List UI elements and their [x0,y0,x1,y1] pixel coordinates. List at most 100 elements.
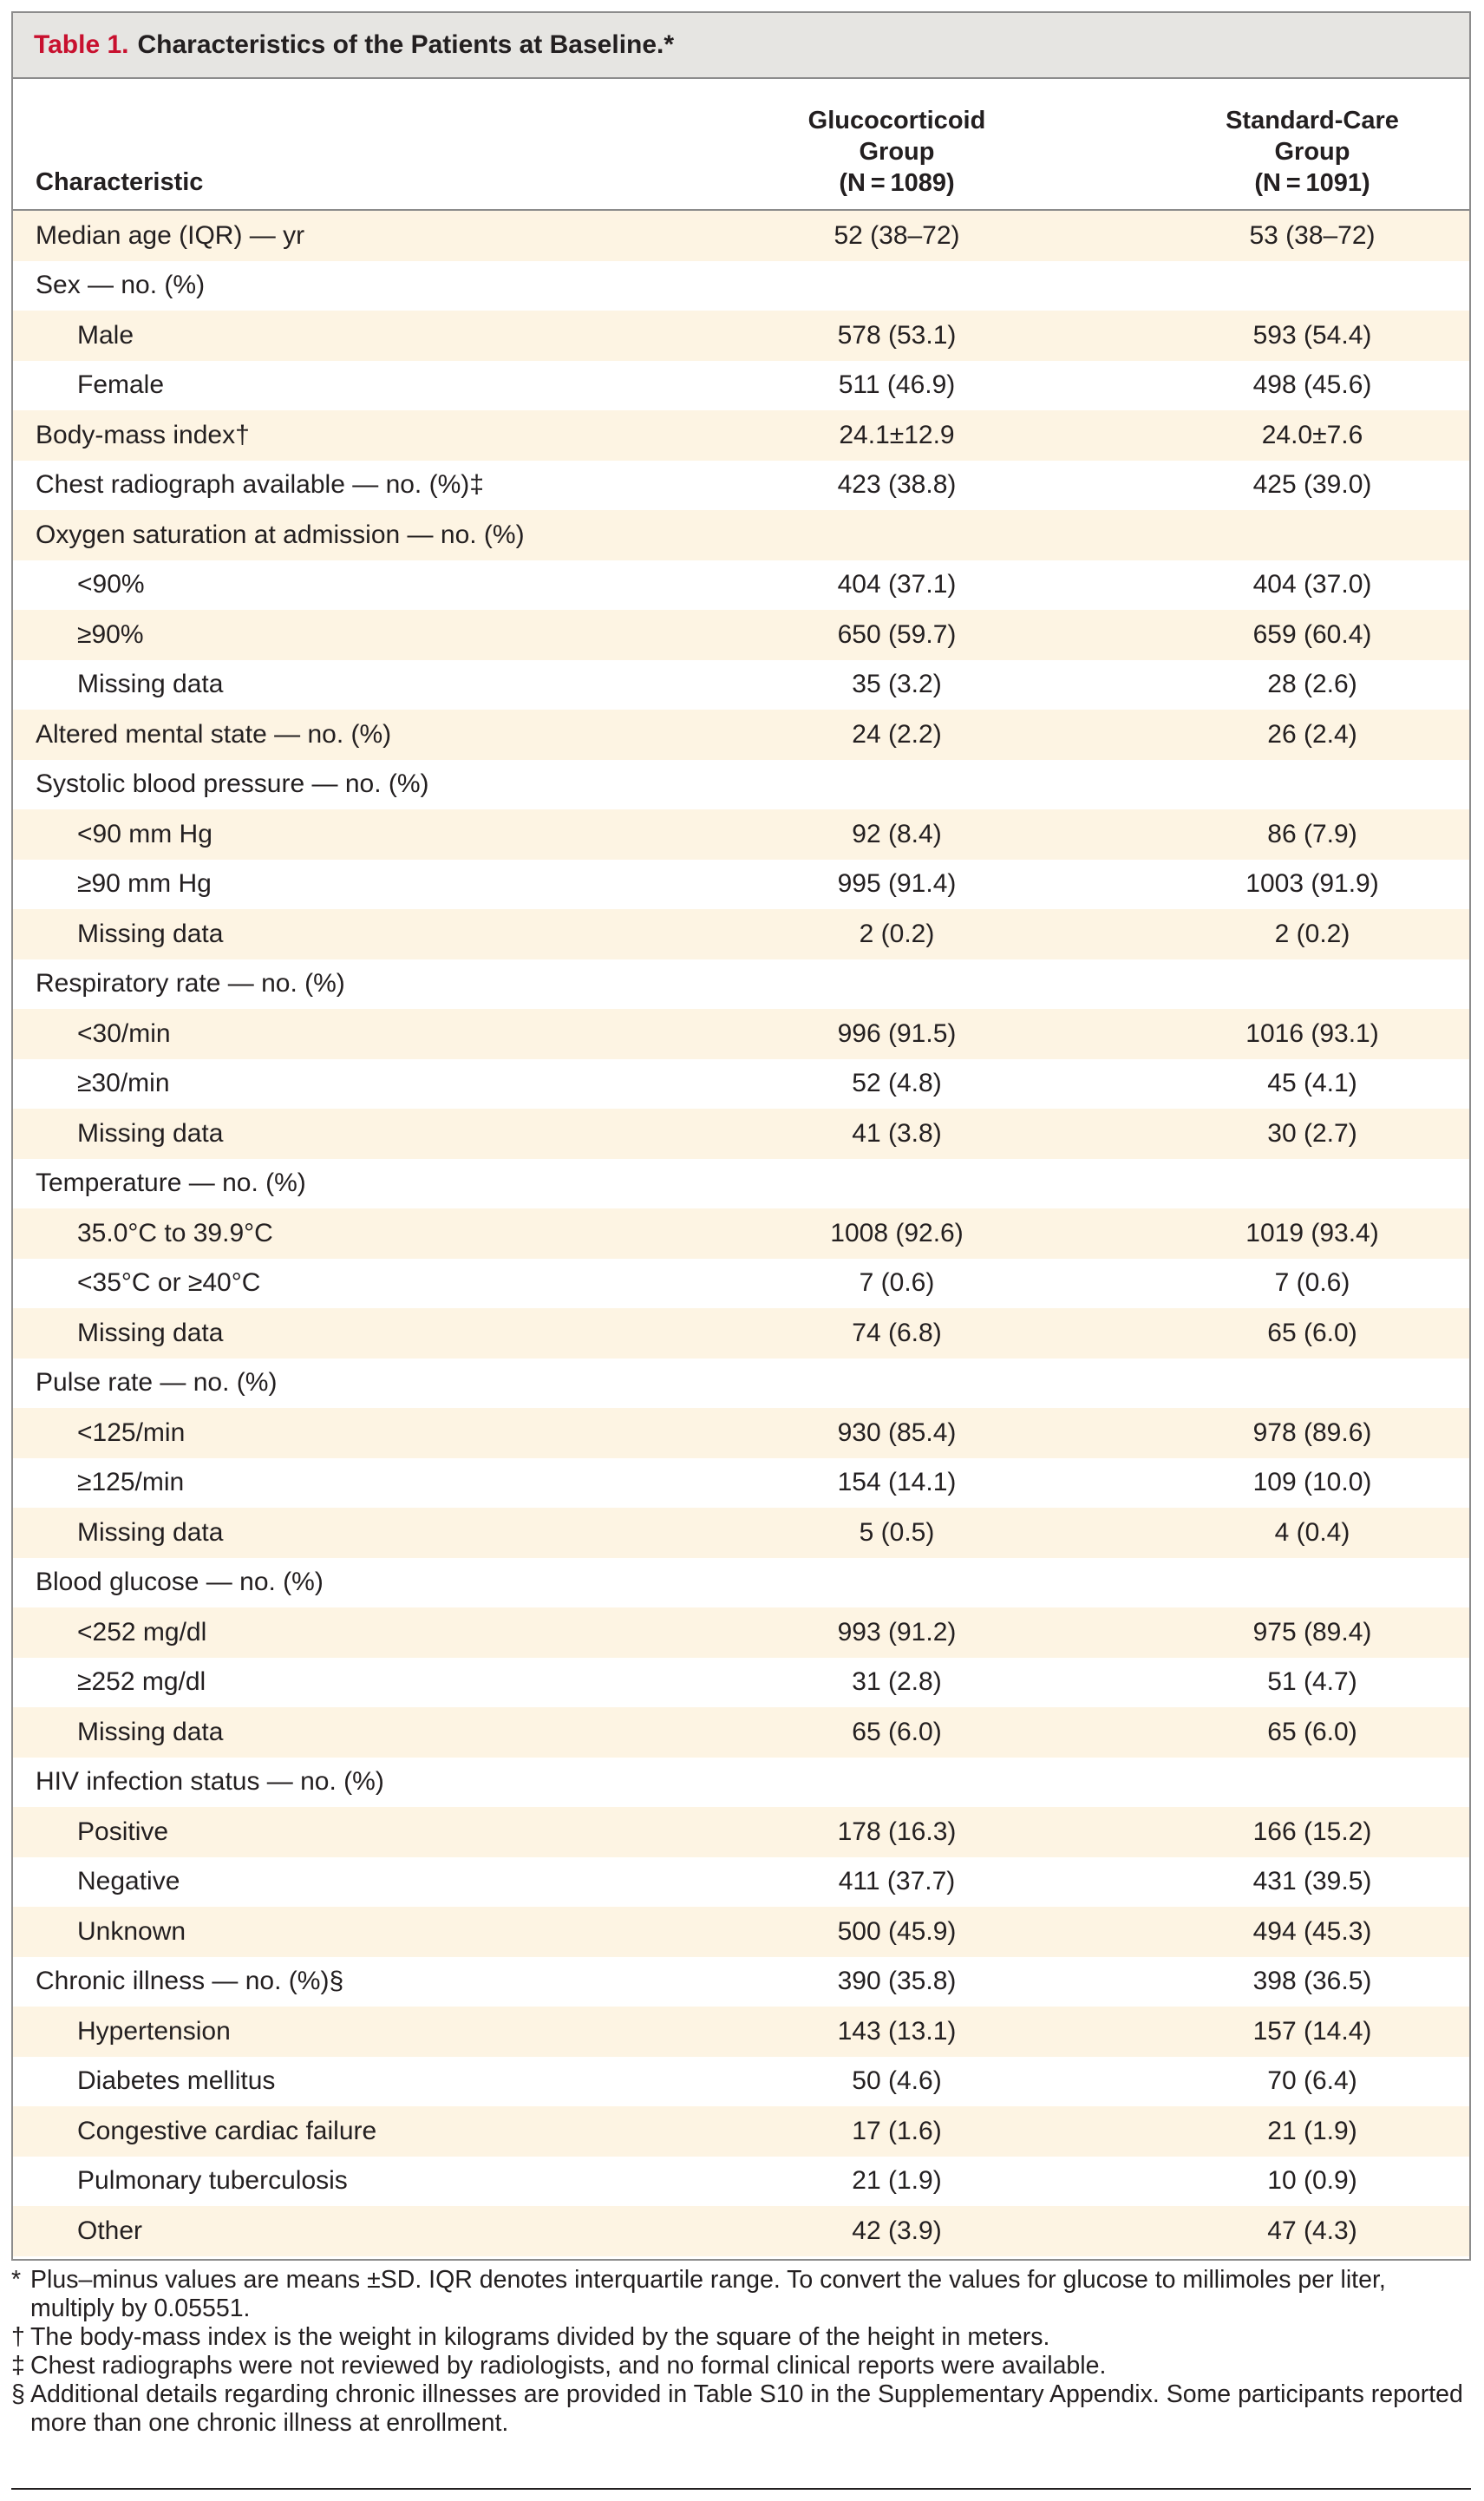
row-label: Temperature — no. (%) [36,1169,306,1198]
table-row: <252 mg/dl 993 (91.2) 975 (89.4) [13,1607,1469,1658]
standard-care-value: 425 (39.0) [1252,470,1372,500]
table-caption: Table 1. Characteristics of the Patients… [13,13,1469,79]
table-row: Missing data 35 (3.2) 28 (2.6) [13,659,1469,710]
row-label: Pulmonary tuberculosis [77,2166,348,2196]
header-line: (N = 1091) [1254,169,1370,197]
table-footnotes: * Plus–minus values are means ±SD. IQR de… [11,2266,1471,2438]
glucocorticoid-value: 50 (4.6) [852,2066,942,2096]
glucocorticoid-value: 41 (3.8) [852,1118,942,1148]
standard-care-value: 45 (4.1) [1267,1069,1357,1098]
standard-care-value: 1019 (93.4) [1245,1218,1379,1247]
header-line: Glucocorticoid [807,107,986,134]
row-label: Pulse rate — no. (%) [36,1368,278,1398]
glucocorticoid-value: 17 (1.6) [852,2116,942,2145]
baseline-characteristics-table: Table 1. Characteristics of the Patients… [11,11,1471,2261]
standard-care-value: 2 (0.2) [1274,919,1350,948]
glucocorticoid-value: 996 (91.5) [837,1018,957,1048]
row-label: Missing data [77,670,224,699]
row-label: Blood glucose — no. (%) [36,1568,324,1597]
header-glucocorticoid-group: Glucocorticoid Group (N = 1089) [741,105,1053,199]
table-row: Hypertension 143 (13.1) 157 (14.4) [13,2007,1469,2057]
table-row: Female 511 (46.9) 498 (45.6) [13,360,1469,410]
footnote-text: Plus–minus values are means ±SD. IQR den… [30,2266,1386,2322]
row-label: <90% [77,570,145,599]
glucocorticoid-value: 24 (2.2) [852,719,942,749]
row-label: Missing data [77,919,224,948]
row-label: <252 mg/dl [77,1617,207,1647]
row-label: 35.0°C to 39.9°C [77,1218,273,1247]
table-row: Pulmonary tuberculosis 21 (1.9) 10 (0.9) [13,2156,1469,2206]
row-label: Sex — no. (%) [36,271,206,300]
glucocorticoid-value: 31 (2.8) [852,1667,942,1697]
footnote: † The body-mass index is the weight in ki… [11,2323,1471,2352]
table-row: Missing data 2 (0.2) 2 (0.2) [13,909,1469,959]
table-row: Positive 178 (16.3) 166 (15.2) [13,1807,1469,1857]
table-header: Characteristic Glucocorticoid Group (N =… [13,79,1469,211]
table-row: Respiratory rate — no. (%) [13,959,1469,1009]
table-row: <125/min 930 (85.4) 978 (89.6) [13,1408,1469,1458]
table-row: Male 578 (53.1) 593 (54.4) [13,311,1469,361]
table-row: Chest radiograph available — no. (%)‡ 423… [13,460,1469,510]
standard-care-value: 53 (38–72) [1249,220,1376,250]
glucocorticoid-value: 930 (85.4) [837,1417,957,1447]
glucocorticoid-value: 995 (91.4) [837,869,957,899]
row-label: Median age (IQR) — yr [36,220,305,250]
glucocorticoid-value: 411 (37.7) [838,1867,956,1896]
row-label: Female [77,370,165,400]
standard-care-value: 494 (45.3) [1252,1916,1372,1946]
glucocorticoid-value: 74 (6.8) [852,1318,942,1347]
row-label: <90 mm Hg [77,819,212,848]
table-row: Missing data 5 (0.5) 4 (0.4) [13,1508,1469,1558]
header-standard-care-group: Standard-Care Group (N = 1091) [1156,105,1468,199]
standard-care-value: 166 (15.2) [1252,1817,1372,1846]
standard-care-value: 7 (0.6) [1274,1268,1350,1298]
header-line: Group [859,138,935,166]
glucocorticoid-value: 993 (91.2) [837,1617,957,1647]
standard-care-value: 659 (60.4) [1252,619,1372,649]
table-row: Median age (IQR) — yr 52 (38–72) 53 (38–72… [13,211,1469,261]
row-label: ≥90% [77,619,144,649]
row-label: Other [77,2216,143,2245]
table-row: 35.0°C to 39.9°C 1008 (92.6) 1019 (93.4) [13,1208,1469,1259]
table-row: ≥125/min 154 (14.1) 109 (10.0) [13,1457,1469,1508]
glucocorticoid-value: 5 (0.5) [859,1517,935,1547]
standard-care-value: 4 (0.4) [1274,1517,1350,1547]
glucocorticoid-value: 143 (13.1) [837,2016,957,2046]
glucocorticoid-value: 578 (53.1) [837,320,957,350]
standard-care-value: 51 (4.7) [1267,1667,1357,1697]
glucocorticoid-value: 52 (4.8) [852,1069,942,1098]
table-row: Missing data 65 (6.0) 65 (6.0) [13,1707,1469,1758]
table-row: Unknown 500 (45.9) 494 (45.3) [13,1907,1469,1957]
footnote-mark: * [11,2266,22,2294]
standard-care-value: 1003 (91.9) [1245,869,1379,899]
table-row: <90 mm Hg 92 (8.4) 86 (7.9) [13,809,1469,860]
row-label: Male [77,320,134,350]
row-label: Congestive cardiac failure [77,2116,377,2145]
glucocorticoid-value: 154 (14.1) [837,1468,957,1497]
standard-care-value: 28 (2.6) [1267,670,1357,699]
row-label: Diabetes mellitus [77,2066,276,2096]
glucocorticoid-value: 65 (6.0) [852,1717,942,1746]
row-label: <125/min [77,1417,186,1447]
header-characteristic: Characteristic [36,168,204,196]
table-row: Missing data 41 (3.8) 30 (2.7) [13,1109,1469,1159]
table-row: Chronic illness — no. (%)§ 390 (35.8) 398 … [13,1956,1469,2007]
row-label: Unknown [77,1916,186,1946]
footnote-mark: † [11,2323,25,2351]
standard-care-value: 1016 (93.1) [1245,1018,1379,1048]
standard-care-value: 975 (89.4) [1252,1617,1372,1647]
glucocorticoid-value: 52 (38–72) [834,220,960,250]
table-row: ≥90 mm Hg 995 (91.4) 1003 (91.9) [13,859,1469,909]
table-row: Congestive cardiac failure 17 (1.6) 21 (1.… [13,2106,1469,2157]
row-label: Oxygen saturation at admission — no. (%) [36,520,525,549]
footnote: * Plus–minus values are means ±SD. IQR de… [11,2266,1471,2323]
row-label: Missing data [77,1517,224,1547]
row-label: Body-mass index† [36,420,250,449]
row-label: Missing data [77,1118,224,1148]
standard-care-value: 498 (45.6) [1252,370,1372,400]
row-label: ≥252 mg/dl [77,1667,206,1697]
glucocorticoid-value: 92 (8.4) [852,819,942,848]
table-row: Systolic blood pressure — no. (%) [13,759,1469,809]
glucocorticoid-value: 42 (3.9) [852,2216,942,2245]
table-row: Diabetes mellitus 50 (4.6) 70 (6.4) [13,2056,1469,2106]
